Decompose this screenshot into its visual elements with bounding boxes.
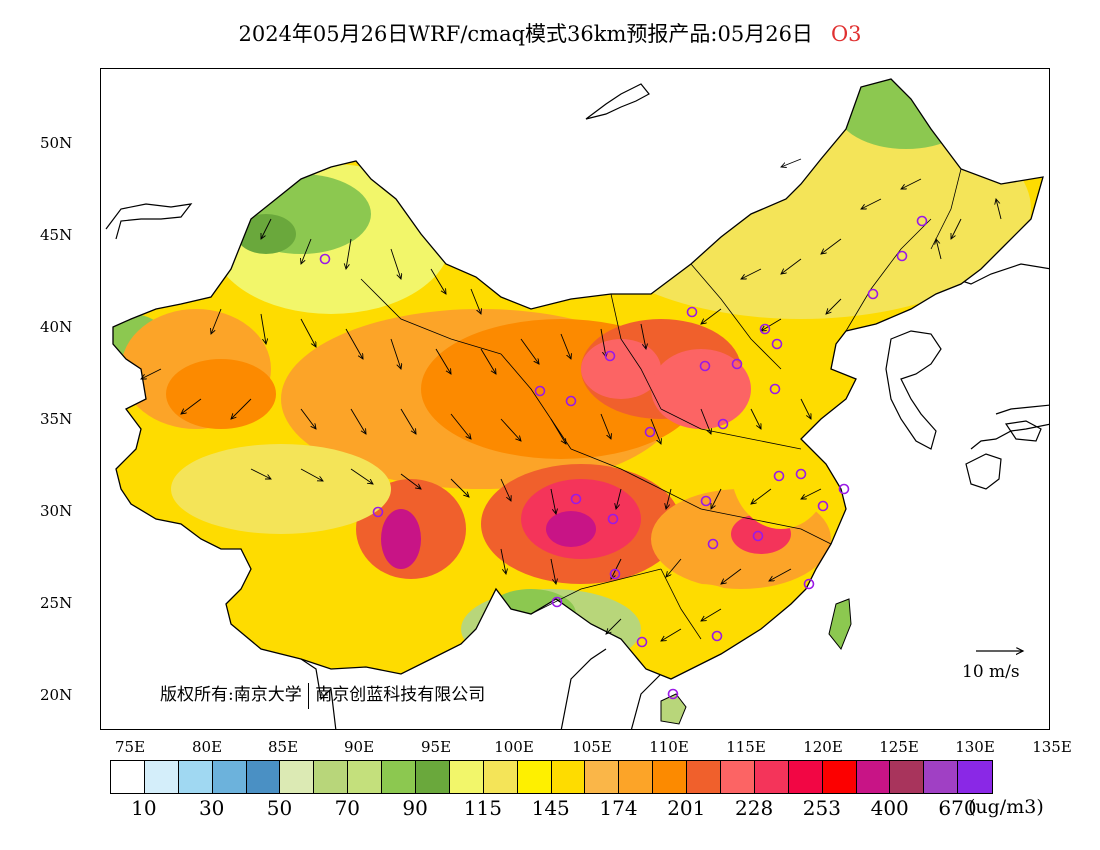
- lon-label-120e: 120E: [803, 738, 843, 756]
- legend-swatch: [382, 761, 417, 793]
- lat-label-20n: 20N: [40, 686, 73, 704]
- legend-swatch: [890, 761, 925, 793]
- wind-reference-label: 10 m/s: [962, 662, 1020, 682]
- lon-label-75e: 75E: [114, 738, 146, 756]
- copyright-left: 版权所有:南京大学: [160, 685, 302, 705]
- lon-label-105e: 105E: [572, 738, 612, 756]
- map-title: 2024年05月26日WRF/cmaq模式36km预报产品:05月26日 O3: [0, 18, 1100, 48]
- map-panel: [100, 68, 1050, 730]
- legend-swatch: [754, 761, 789, 793]
- legend-swatch: [111, 761, 145, 793]
- lon-label-110e: 110E: [649, 738, 689, 756]
- legend-swatch: [687, 761, 722, 793]
- legend-swatch: [246, 761, 281, 793]
- lat-label-45n: 45N: [40, 226, 73, 244]
- legend-swatch: [314, 761, 349, 793]
- hainan-island: [660, 693, 687, 725]
- legend-swatch: [653, 761, 688, 793]
- legend-tick-label: 174: [599, 796, 638, 820]
- legend-swatch: [483, 761, 518, 793]
- color-legend: [110, 760, 994, 794]
- legend-tick-label: 115: [463, 796, 502, 820]
- province-borders: [360, 168, 962, 640]
- legend-swatch: [822, 761, 857, 793]
- neighbor-borders: [105, 83, 1049, 729]
- legend-swatch: [212, 761, 247, 793]
- title-main: 2024年05月26日WRF/cmaq模式36km预报产品:05月26日: [238, 22, 813, 46]
- legend-swatch: [788, 761, 823, 793]
- lon-label-95e: 95E: [420, 738, 452, 756]
- wind-vectors: [141, 158, 1002, 641]
- lat-label-35n: 35N: [40, 410, 73, 428]
- legend-swatch: [551, 761, 586, 793]
- legend-swatch: [178, 761, 213, 793]
- legend-tick-label: 70: [334, 796, 361, 820]
- legend-swatch: [348, 761, 383, 793]
- lon-label-85e: 85E: [267, 738, 299, 756]
- city-markers: [319, 215, 928, 700]
- legend-tick-label: 253: [802, 796, 841, 820]
- legend-swatch: [144, 761, 179, 793]
- legend-unit: (ug/m3): [968, 796, 1044, 818]
- copyright-right: 南京创蓝科技有限公司: [315, 685, 486, 705]
- legend-swatch: [958, 761, 993, 793]
- legend-tick-label: 670: [938, 796, 977, 820]
- legend-swatch: [585, 761, 620, 793]
- legend-swatch: [721, 761, 755, 793]
- legend-swatch: [280, 761, 315, 793]
- legend-swatch: [416, 761, 450, 793]
- legend-tick-label: 90: [402, 796, 428, 820]
- legend-swatch: [924, 761, 959, 793]
- legend-tick-label: 30: [198, 796, 225, 820]
- title-species: O3: [830, 22, 862, 46]
- legend-tick-label: 228: [735, 796, 774, 820]
- legend-swatch: [856, 761, 891, 793]
- legend-swatch: [449, 761, 484, 793]
- copyright-divider: [307, 682, 310, 709]
- lon-label-100e: 100E: [494, 738, 534, 756]
- china-outline: [112, 78, 1044, 680]
- taiwan-island: [828, 598, 852, 650]
- legend-tick-label: 10: [131, 796, 157, 820]
- legend-swatch: [517, 761, 552, 793]
- lon-label-125e: 125E: [879, 738, 919, 756]
- lon-label-80e: 80E: [191, 738, 223, 756]
- lat-label-30n: 30N: [40, 502, 73, 520]
- legend-swatch: [619, 761, 654, 793]
- lon-label-90e: 90E: [343, 738, 375, 756]
- copyright-notice: 版权所有:南京大学 南京创蓝科技有限公司: [160, 680, 485, 709]
- legend-tick-label: 50: [266, 796, 293, 820]
- concentration-map: [105, 78, 1049, 729]
- legend-tick-label: 201: [667, 796, 706, 820]
- lon-label-130e: 130E: [955, 738, 995, 756]
- lat-label-50n: 50N: [40, 134, 73, 152]
- legend-tick-label: 145: [531, 796, 570, 820]
- lat-label-40n: 40N: [40, 318, 73, 336]
- legend-tick-label: 400: [870, 796, 909, 820]
- lat-label-25n: 25N: [40, 594, 73, 612]
- lon-label-135e: 135E: [1032, 738, 1072, 756]
- lon-label-115e: 115E: [726, 738, 766, 756]
